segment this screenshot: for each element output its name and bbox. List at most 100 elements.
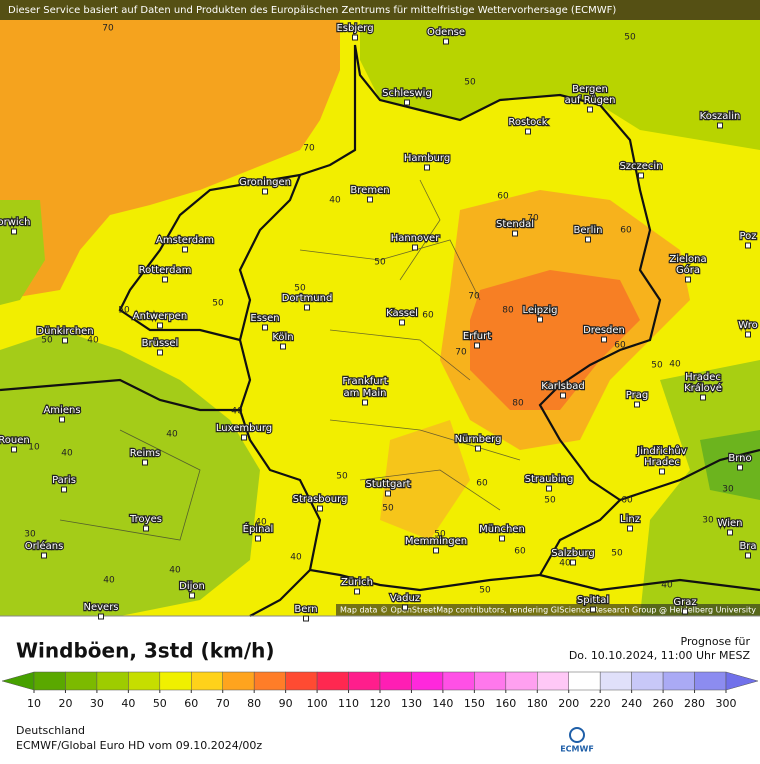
- contour-label: 50: [212, 299, 224, 309]
- city-label: Karlsbad: [541, 381, 584, 392]
- city-dot: [443, 38, 449, 45]
- legend-arrow-right: [725, 671, 759, 691]
- city-label: Poz: [739, 231, 756, 242]
- contour-label: 10: [28, 443, 40, 453]
- legend-tick-label: 180: [527, 697, 548, 710]
- legend-tick-label: 60: [184, 697, 198, 710]
- city-dot: [590, 606, 596, 613]
- city-label: Esbjerg: [336, 23, 373, 34]
- contour-label: 50: [374, 258, 386, 268]
- city-dot: [143, 525, 149, 532]
- city-label: Brno: [728, 453, 751, 464]
- contour-label: 60: [620, 226, 632, 236]
- contour-label: 70: [303, 144, 315, 154]
- city-label: Stendal: [496, 219, 534, 230]
- contour-label: 40: [255, 518, 267, 528]
- city-dot: [560, 392, 566, 399]
- city-dot: [262, 324, 268, 331]
- city-label: Amiens: [43, 405, 80, 416]
- city-dot: [717, 122, 723, 129]
- baltic-zone: [360, 20, 760, 150]
- city-label: Essen: [250, 313, 279, 324]
- contour-label: 50: [336, 472, 348, 482]
- city-dot: [638, 172, 644, 179]
- legend-tick-label: 260: [653, 697, 674, 710]
- title: Windböen, 3std (km/h): [16, 639, 275, 663]
- city-label: Rotterdam: [139, 265, 192, 276]
- city-label: Linz: [620, 514, 640, 525]
- city-label: Prag: [626, 390, 648, 401]
- city-dot: [682, 608, 688, 615]
- south-zone: [380, 420, 470, 540]
- forecast-label: Prognose für: [681, 635, 751, 648]
- city-dot: [685, 276, 691, 283]
- germany-border: [238, 44, 662, 592]
- model-run: ECMWF/Global Euro HD vom 09.10.2024/00z: [16, 739, 262, 752]
- city-dot: [262, 188, 268, 195]
- contour-label: 60: [497, 192, 509, 202]
- city-dot: [11, 446, 17, 453]
- contour-label: 40: [87, 336, 99, 346]
- city-dot: [585, 236, 591, 243]
- forecast-time: Do. 10.10.2024, 11:00 Uhr MESZ: [569, 649, 751, 662]
- contour-label: 40: [169, 566, 181, 576]
- contour-label: 70: [455, 348, 467, 358]
- city-dot: [412, 244, 418, 251]
- city-label: Schleswig: [382, 88, 432, 99]
- city-dot: [433, 547, 439, 554]
- banner: [0, 0, 760, 20]
- legend-tick-label: 50: [153, 697, 167, 710]
- city-label: Rouen: [0, 435, 30, 446]
- legend-box: [474, 671, 507, 691]
- legend-box: [316, 671, 349, 691]
- city-label: Nürnberg: [455, 434, 502, 445]
- city-dot: [627, 525, 633, 532]
- legend-tick-label: 200: [558, 697, 579, 710]
- city-dot: [700, 394, 706, 401]
- legend-box: [222, 671, 255, 691]
- contour-label: 30: [722, 485, 734, 495]
- city-dot: [424, 164, 430, 171]
- city-dot: [737, 464, 743, 471]
- contour-label: 60: [514, 547, 526, 557]
- contour-label: 60: [422, 311, 434, 321]
- legend-box: [285, 671, 318, 691]
- city-label: Épinal: [243, 522, 274, 535]
- city-label: auf Rügen: [565, 95, 616, 106]
- city-label: Bergen: [572, 84, 608, 95]
- green-spot: [700, 430, 760, 500]
- legend-tick-label: 150: [464, 697, 485, 710]
- city-label: Vaduz: [390, 593, 420, 604]
- legend-tick-label: 300: [716, 697, 737, 710]
- city-label: Brüssel: [142, 338, 179, 349]
- legend-box: [568, 671, 601, 691]
- city-label: Orléans: [25, 540, 64, 552]
- contour-label: 50: [479, 586, 491, 596]
- contour-label: 40: [61, 449, 73, 459]
- alps-border: [249, 569, 760, 617]
- city-dot: [362, 399, 368, 406]
- city-dot: [402, 604, 408, 611]
- city-dot: [634, 401, 640, 408]
- city-label: Koszalin: [700, 111, 741, 122]
- legend-box: [631, 671, 664, 691]
- city-dot: [475, 445, 481, 452]
- contour-label: 70: [102, 24, 114, 34]
- city-label: Hradec: [685, 372, 721, 383]
- city-dot: [11, 228, 17, 235]
- region: Deutschland: [16, 724, 85, 737]
- city-dot: [745, 552, 751, 559]
- contour-label: 50: [651, 361, 663, 371]
- legend-tick-label: 160: [495, 697, 516, 710]
- city-dot: [98, 613, 104, 620]
- city-label: Kassel: [386, 308, 418, 319]
- city-dot: [157, 349, 163, 356]
- legend-box: [65, 671, 98, 691]
- city-dot: [241, 434, 247, 441]
- city-dot: [385, 490, 391, 497]
- city-dot: [727, 529, 733, 536]
- legend-tick-label: 90: [279, 697, 293, 710]
- city-label: Dijon: [179, 581, 205, 592]
- legend-box: [191, 671, 223, 691]
